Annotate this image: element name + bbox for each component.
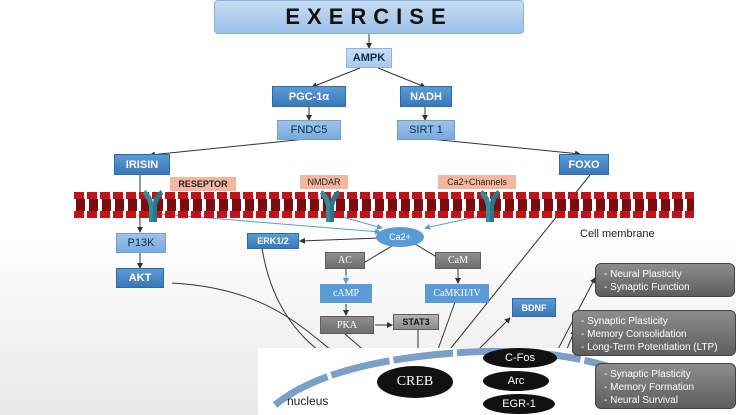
arc-outcome-3: - Long-Term Potentiation (LTP): [581, 342, 718, 353]
ca2-channels-label: Ca2+Channels: [438, 175, 516, 189]
pka-node: PKA: [320, 316, 374, 334]
stat3-node: STAT3: [393, 314, 439, 330]
arc-outcome-2: - Memory Consolidation: [581, 329, 687, 340]
akt-node: AKT: [116, 268, 164, 288]
irisin-node: IRISIN: [114, 154, 170, 175]
camkii-node: CaMKII/IV: [425, 284, 489, 303]
egr1-outcome-2: - Memory Formation: [604, 382, 695, 393]
p13k-node: P13K: [116, 233, 166, 253]
cfos-outcomes: - Neural Plasticity - Synaptic Function: [595, 263, 735, 297]
camp-node: cAMP: [320, 284, 372, 303]
sirt1-node: SIRT 1: [397, 120, 455, 140]
egr1-outcome-1: - Synaptic Plasticity: [604, 369, 691, 380]
fndc5-node: FNDC5: [277, 120, 341, 140]
arc-node: Arc: [483, 371, 549, 391]
ca2-node: Ca2+: [376, 227, 424, 247]
reseptor-label: RESEPTOR: [170, 177, 236, 191]
ampk-node: AMPK: [346, 48, 392, 68]
nmdar-label: NMDAR: [300, 175, 348, 189]
pgc1a-node: PGC-1α: [272, 86, 346, 107]
egr1-outcomes: - Synaptic Plasticity - Memory Formation…: [595, 363, 736, 409]
cell-membrane-label: Cell membrane: [580, 228, 655, 240]
egr1-node: EGR-1: [483, 394, 555, 414]
cam-node: CaM: [435, 252, 481, 269]
arc-outcome-1: - Synaptic Plasticity: [581, 316, 668, 327]
nadh-node: NADH: [400, 86, 452, 107]
membrane-inner-band: [74, 199, 694, 211]
egr1-outcome-3: - Neural Survival: [604, 395, 678, 406]
creb-node: CREB: [377, 366, 453, 398]
cfos-outcome-1: - Neural Plasticity: [604, 269, 682, 280]
receptor-channel-icon: [143, 190, 163, 222]
arc-outcomes: - Synaptic Plasticity - Memory Consolida…: [572, 310, 736, 356]
nucleus-label: nucleus: [287, 394, 329, 408]
foxo-node: FOXO: [559, 154, 609, 175]
exercise-title: EXERCISE: [214, 0, 524, 34]
bdnf-node: BDNF: [512, 298, 556, 317]
cfos-node: C-Fos: [483, 348, 557, 368]
ca-channel-icon: [480, 190, 500, 222]
exercise-title-text: EXERCISE: [285, 4, 453, 29]
erk12-node: ERK1/2: [247, 233, 299, 249]
cfos-outcome-2: - Synaptic Function: [604, 282, 690, 293]
ac-node: AC: [325, 252, 365, 269]
nmdar-channel-icon: [320, 190, 340, 222]
